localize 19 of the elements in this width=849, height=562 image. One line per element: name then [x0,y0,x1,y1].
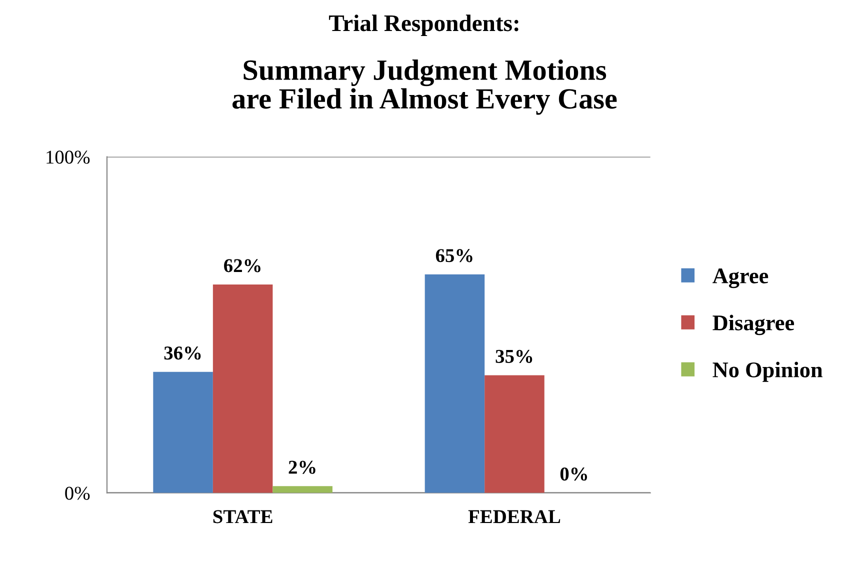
text: 62% [224,259,260,272]
y-tick-label: 100% [46,150,90,164]
bar [484,375,544,493]
legend-label: Agree [712,268,768,288]
x-tick-label: STATE [213,510,272,524]
text: 36% [164,346,201,360]
legend-label: No Opinion [712,362,823,382]
text: 65% [436,249,472,262]
bar [212,284,273,493]
text: 0% [560,467,588,481]
x-tick-label: FEDERAL [468,510,560,524]
chart-subtitle: Summary Judgment Motions are Filed in Almost Every Case [232,59,617,115]
bar [424,274,485,493]
legend-label: Disagree [712,314,794,336]
text: 2% [288,460,316,474]
chart-title: Trial Respondents: [328,14,518,36]
bar [272,486,332,493]
text: 35% [496,350,532,364]
bar [153,372,213,493]
